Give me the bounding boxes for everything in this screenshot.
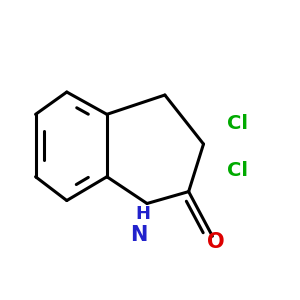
Text: N: N <box>130 225 148 245</box>
Text: O: O <box>207 232 224 252</box>
Text: Cl: Cl <box>227 114 248 133</box>
Text: Cl: Cl <box>227 161 248 180</box>
Text: H: H <box>135 205 150 223</box>
